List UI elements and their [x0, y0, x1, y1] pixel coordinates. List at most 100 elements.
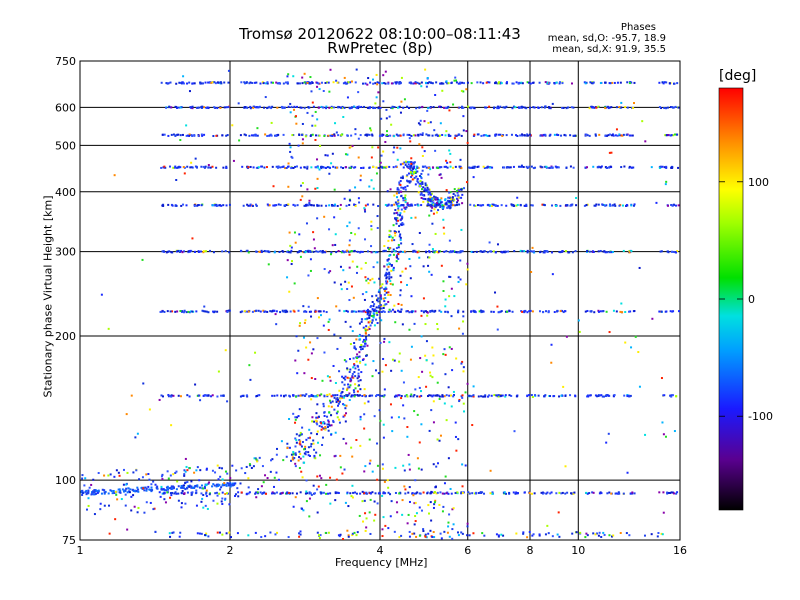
data-point — [367, 334, 370, 337]
data-point — [137, 490, 140, 493]
data-point — [460, 362, 463, 365]
data-point — [436, 166, 439, 169]
data-point — [626, 81, 629, 84]
data-point — [315, 134, 318, 137]
data-point — [384, 82, 387, 85]
data-point — [620, 106, 623, 109]
data-point — [401, 513, 404, 516]
data-point — [404, 163, 407, 166]
data-point — [408, 463, 411, 466]
data-point — [651, 317, 654, 320]
data-point — [378, 409, 381, 412]
data-point — [387, 491, 390, 494]
data-point — [369, 106, 372, 109]
data-point — [307, 451, 310, 454]
data-point — [205, 489, 208, 492]
data-point — [542, 203, 545, 206]
data-point — [397, 257, 400, 260]
data-point — [570, 82, 573, 85]
data-point — [352, 296, 355, 299]
data-point — [448, 251, 451, 254]
data-point — [250, 134, 253, 137]
data-point — [388, 254, 391, 257]
data-point — [287, 185, 290, 188]
data-point — [324, 427, 327, 430]
data-point — [309, 454, 312, 457]
data-point — [383, 293, 386, 296]
data-point — [194, 492, 197, 495]
data-point — [180, 506, 183, 509]
data-point — [445, 419, 448, 422]
data-point — [108, 504, 111, 507]
data-point — [355, 107, 358, 110]
data-point — [432, 394, 435, 397]
data-point — [344, 280, 347, 283]
data-point — [655, 201, 658, 204]
data-point — [228, 251, 231, 254]
data-point — [658, 310, 661, 313]
data-point — [514, 492, 517, 495]
data-point — [416, 170, 419, 173]
data-point — [325, 492, 328, 495]
data-point — [442, 218, 445, 221]
data-point — [522, 166, 525, 169]
data-point — [444, 373, 447, 376]
data-point — [516, 492, 519, 495]
data-point — [353, 391, 356, 394]
data-point — [216, 494, 219, 497]
data-point — [454, 134, 457, 137]
data-point — [538, 310, 541, 313]
data-point — [438, 166, 441, 169]
data-point — [289, 146, 292, 149]
data-point — [530, 165, 533, 168]
data-point — [528, 133, 531, 136]
data-point — [390, 82, 393, 85]
data-point — [605, 394, 608, 397]
data-point — [556, 533, 559, 536]
data-point — [404, 198, 407, 201]
data-point — [424, 198, 427, 201]
data-point — [186, 480, 189, 483]
data-point — [677, 166, 680, 169]
data-point — [424, 182, 427, 185]
data-point — [109, 489, 112, 492]
data-point — [608, 491, 611, 494]
data-point — [670, 106, 673, 109]
data-point — [358, 335, 361, 338]
data-point — [389, 403, 392, 406]
data-point — [395, 260, 398, 263]
data-point — [315, 419, 318, 422]
data-point — [450, 287, 453, 290]
data-point — [185, 465, 188, 468]
data-point — [331, 244, 334, 247]
data-point — [342, 377, 345, 380]
data-point — [425, 85, 428, 88]
data-point — [353, 310, 356, 313]
data-point — [572, 492, 575, 495]
data-point — [173, 166, 176, 169]
data-point — [482, 165, 485, 168]
data-point — [308, 395, 311, 398]
data-point — [266, 82, 269, 85]
data-point — [455, 251, 458, 254]
data-point — [142, 382, 145, 385]
data-point — [612, 534, 615, 537]
data-point — [197, 106, 200, 109]
data-point — [299, 457, 302, 460]
data-point — [604, 134, 607, 137]
data-point — [410, 161, 413, 164]
data-point — [227, 106, 230, 109]
data-point — [351, 375, 354, 378]
data-point — [528, 491, 531, 494]
data-point — [286, 447, 289, 450]
data-point — [472, 395, 475, 398]
data-point — [443, 165, 446, 168]
data-point — [450, 198, 453, 201]
data-point — [254, 491, 257, 494]
data-point — [460, 250, 463, 253]
data-point — [270, 492, 273, 495]
data-point — [435, 81, 438, 84]
data-point — [472, 176, 475, 179]
data-point — [403, 210, 406, 213]
data-point — [311, 101, 314, 104]
